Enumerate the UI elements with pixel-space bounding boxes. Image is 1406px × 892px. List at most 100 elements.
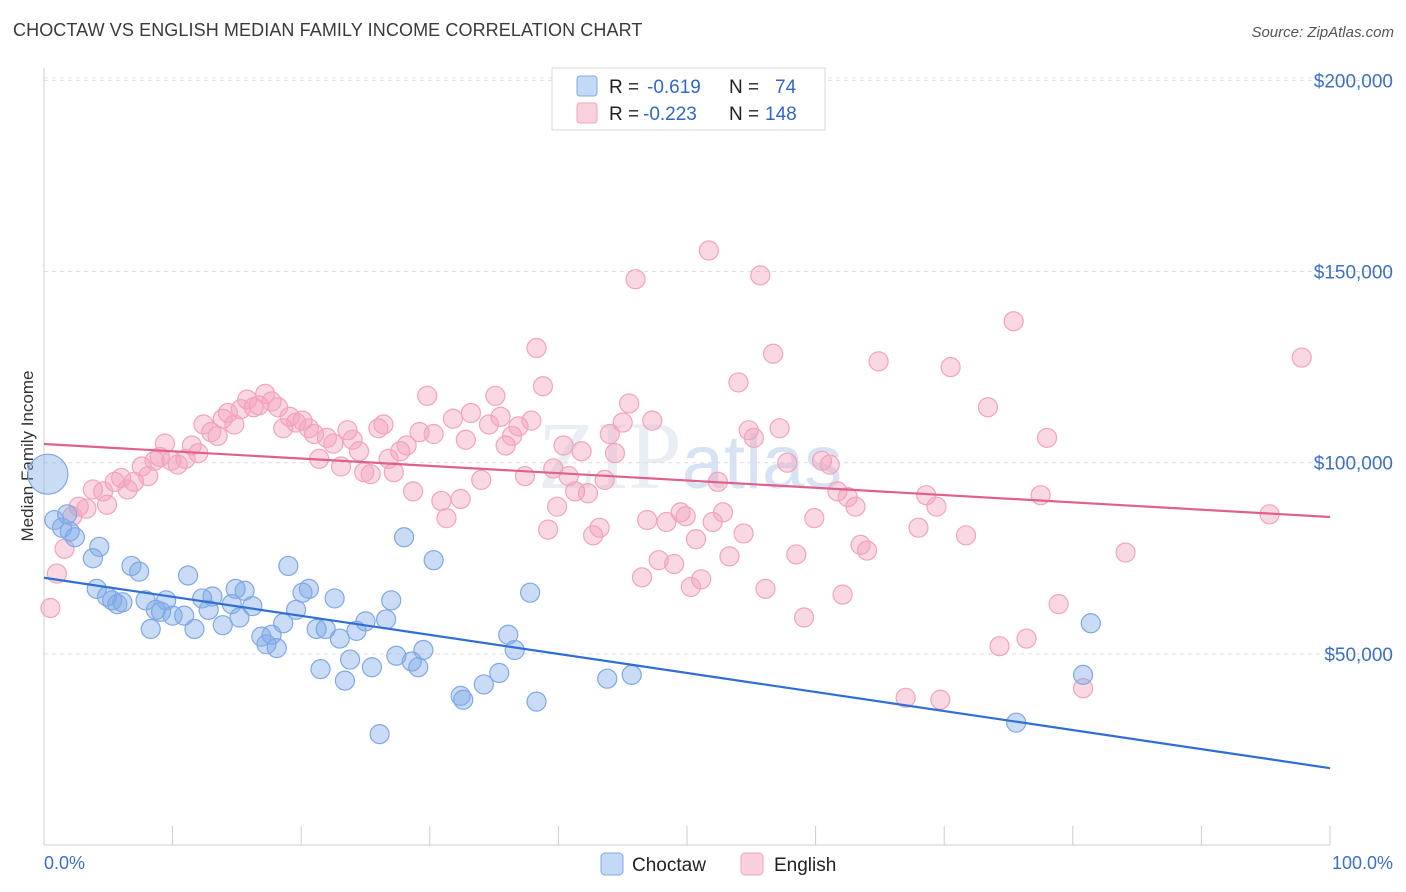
english-point bbox=[323, 433, 344, 454]
choctaw-point bbox=[1072, 664, 1094, 685]
english-point bbox=[373, 414, 394, 435]
choctaw-point bbox=[339, 649, 361, 670]
choctaw-point bbox=[242, 595, 263, 617]
choctaw-point bbox=[334, 670, 356, 691]
choctaw-point bbox=[621, 664, 642, 685]
choctaw-point bbox=[174, 605, 195, 626]
choctaw-point bbox=[423, 550, 444, 571]
english-point bbox=[989, 636, 1010, 657]
english-point bbox=[76, 498, 97, 519]
english-point bbox=[895, 687, 916, 708]
english-point bbox=[698, 240, 719, 261]
y-tick-label: $50,000 bbox=[1324, 645, 1393, 666]
english-point bbox=[868, 351, 889, 372]
english-point bbox=[664, 553, 685, 575]
english-point bbox=[750, 265, 771, 286]
y-tick-label: $200,000 bbox=[1314, 71, 1393, 92]
bottom-legend-label-choctaw: Choctaw bbox=[632, 855, 706, 876]
choctaw-point bbox=[89, 536, 110, 557]
x-tick-marks bbox=[43, 826, 1331, 845]
english-point bbox=[908, 517, 929, 538]
choctaw-point bbox=[150, 601, 172, 622]
choctaw-point bbox=[1080, 613, 1101, 634]
english-point bbox=[1036, 427, 1058, 448]
legend-r-value-english: -0.223 bbox=[643, 104, 697, 125]
english-point bbox=[926, 496, 947, 517]
english-point bbox=[675, 506, 696, 527]
english-point bbox=[1048, 594, 1069, 615]
english-point bbox=[599, 423, 620, 445]
english-point bbox=[786, 544, 807, 565]
choctaw-point bbox=[278, 555, 299, 577]
english-point bbox=[217, 402, 238, 424]
english-point bbox=[316, 427, 338, 448]
english-point bbox=[656, 511, 677, 533]
choctaw-point bbox=[355, 611, 376, 632]
legend-swatch-english bbox=[576, 102, 598, 124]
choctaw-point bbox=[375, 609, 397, 630]
english-point bbox=[383, 462, 404, 483]
english-trend-line bbox=[43, 442, 1331, 519]
english-point bbox=[642, 410, 663, 431]
legend-n-label-choctaw: N = bbox=[729, 77, 759, 98]
choctaw-point bbox=[504, 639, 525, 661]
choctaw-point bbox=[408, 657, 429, 678]
english-point bbox=[201, 422, 222, 443]
chart-title: CHOCTAW VS ENGLISH MEDIAN FAMILY INCOME … bbox=[13, 20, 643, 40]
english-point bbox=[571, 441, 592, 462]
english-point bbox=[68, 496, 89, 517]
choctaw-point bbox=[256, 634, 277, 655]
choctaw-point bbox=[324, 588, 345, 609]
x-tick-label-end: 100.0% bbox=[1332, 853, 1393, 873]
y-tick-label: $100,000 bbox=[1314, 454, 1393, 475]
english-point bbox=[955, 525, 977, 546]
choctaw-point bbox=[329, 628, 350, 649]
choctaw-point bbox=[82, 548, 103, 569]
english-point bbox=[303, 423, 325, 445]
english-point bbox=[619, 393, 640, 414]
english-point bbox=[733, 523, 754, 544]
legend-swatch-choctaw bbox=[576, 75, 598, 97]
choctaw-point bbox=[140, 618, 161, 640]
english-point bbox=[455, 429, 476, 450]
english-point bbox=[719, 546, 740, 567]
english-point bbox=[490, 406, 511, 427]
legend-r-value-choctaw: -0.619 bbox=[647, 77, 701, 98]
english-point bbox=[485, 385, 506, 406]
choctaw-point bbox=[520, 582, 541, 603]
english-point bbox=[577, 483, 599, 504]
y-tick-label: $150,000 bbox=[1314, 263, 1393, 284]
english-point bbox=[478, 414, 500, 435]
english-point bbox=[1016, 628, 1037, 649]
english-point bbox=[558, 465, 579, 487]
english-point bbox=[930, 689, 951, 710]
english-point bbox=[514, 465, 536, 487]
legend-r-label-choctaw: R = bbox=[609, 77, 639, 98]
english-point bbox=[390, 441, 411, 462]
trend-lines bbox=[43, 442, 1331, 770]
english-point bbox=[850, 534, 871, 555]
english-point bbox=[728, 372, 749, 393]
english-point bbox=[521, 410, 542, 431]
english-point bbox=[149, 446, 170, 468]
english-point bbox=[743, 427, 764, 448]
choctaw-point bbox=[27, 453, 69, 495]
english-point bbox=[82, 479, 103, 500]
legend-r-label-english: R = bbox=[609, 104, 639, 125]
legend-n-value-english: 148 bbox=[765, 104, 797, 125]
english-point bbox=[342, 429, 363, 450]
english-point bbox=[547, 496, 568, 517]
choctaw-point bbox=[526, 691, 547, 712]
english-point bbox=[337, 420, 358, 441]
choctaw-point bbox=[57, 504, 78, 525]
choctaw-point bbox=[198, 599, 219, 620]
english-point bbox=[532, 376, 554, 397]
english-point bbox=[450, 488, 471, 510]
english-point bbox=[193, 414, 214, 435]
choctaw-point bbox=[177, 565, 199, 586]
english-point bbox=[417, 385, 438, 406]
choctaw-point bbox=[112, 592, 133, 613]
english-point bbox=[40, 597, 61, 619]
choctaw-point bbox=[473, 674, 494, 695]
